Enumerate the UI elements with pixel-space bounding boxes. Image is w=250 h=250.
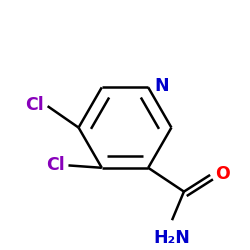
Text: N: N [154, 77, 169, 95]
Text: Cl: Cl [25, 96, 44, 114]
Text: O: O [215, 165, 230, 183]
Text: Cl: Cl [46, 156, 65, 174]
Text: H₂N: H₂N [154, 228, 190, 246]
